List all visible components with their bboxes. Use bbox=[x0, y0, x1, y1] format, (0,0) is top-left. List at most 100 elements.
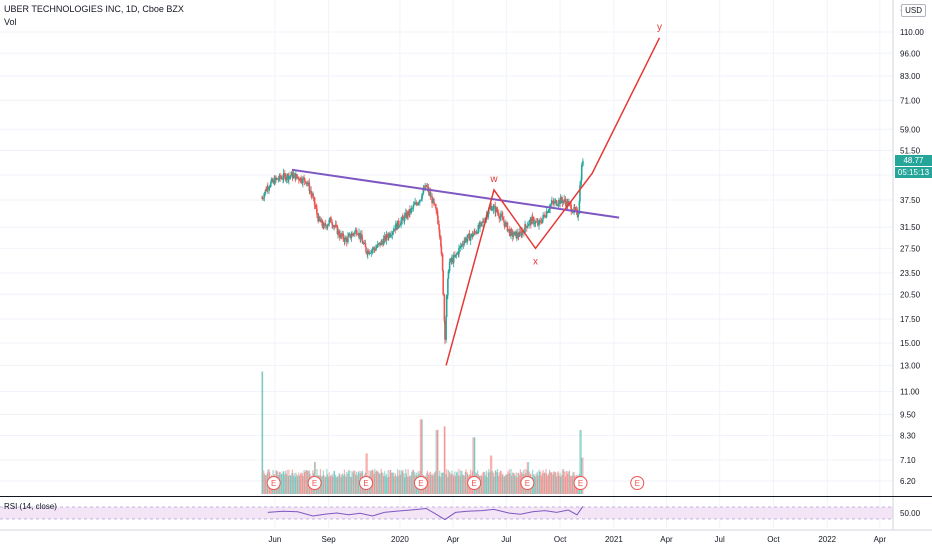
volume-bar bbox=[519, 475, 521, 494]
candle-body bbox=[466, 238, 468, 242]
candle-body bbox=[444, 321, 446, 340]
y-tick-label: 17.50 bbox=[900, 315, 921, 324]
candle-body bbox=[500, 214, 502, 217]
candle-body bbox=[303, 177, 305, 179]
volume-bar bbox=[403, 473, 405, 494]
candle-body bbox=[381, 241, 383, 243]
volume-bar bbox=[484, 475, 486, 494]
candle-body bbox=[323, 223, 325, 228]
candle-body bbox=[541, 218, 544, 223]
candle-body bbox=[514, 231, 516, 233]
candle-body bbox=[572, 211, 574, 213]
x-tick-label: Oct bbox=[767, 535, 780, 544]
volume-bar bbox=[378, 473, 381, 494]
volume-bar bbox=[456, 471, 458, 494]
candle-body bbox=[403, 215, 406, 222]
candle-body bbox=[374, 249, 376, 251]
earnings-marker-label: E bbox=[312, 479, 317, 488]
candle-body bbox=[417, 203, 419, 206]
candle-body bbox=[548, 208, 551, 211]
volume-bar bbox=[353, 470, 355, 494]
volume-bar bbox=[481, 476, 483, 494]
candle-body bbox=[401, 216, 404, 221]
candle-body bbox=[489, 207, 491, 210]
candle-body bbox=[313, 197, 316, 205]
candle-body bbox=[296, 177, 299, 178]
candle-body bbox=[469, 236, 472, 241]
x-tick-label: 2020 bbox=[391, 535, 409, 544]
y-tick-label: 83.00 bbox=[900, 72, 921, 81]
candle-body bbox=[382, 238, 385, 246]
volume-bar bbox=[473, 437, 475, 494]
volume-bar bbox=[564, 476, 566, 494]
candle-body bbox=[434, 204, 437, 208]
volume-bar bbox=[431, 473, 433, 494]
candle-body bbox=[338, 235, 341, 238]
volume-bar bbox=[340, 477, 342, 494]
candle-body bbox=[300, 177, 302, 182]
candle-body bbox=[577, 213, 580, 218]
volume-bar bbox=[510, 468, 512, 494]
volume-bar bbox=[411, 471, 413, 494]
candle-body bbox=[573, 207, 576, 210]
volume-bar bbox=[460, 470, 462, 494]
volume-bar bbox=[305, 470, 308, 494]
volume-bar bbox=[381, 471, 383, 494]
candle-body bbox=[552, 201, 554, 203]
volume-bar bbox=[288, 469, 290, 494]
volume-bar bbox=[452, 474, 454, 494]
candle-body bbox=[307, 182, 309, 184]
volume-bar bbox=[546, 474, 548, 494]
candle-body bbox=[354, 231, 356, 235]
symbol-title[interactable]: UBER TECHNOLOGIES INC, 1D, Cboe BZX bbox=[4, 4, 184, 14]
x-tick-label: Apr bbox=[874, 535, 887, 544]
candle-body bbox=[282, 178, 284, 180]
candle-body bbox=[344, 237, 346, 242]
candle-body bbox=[337, 230, 339, 235]
candle-body bbox=[493, 205, 495, 207]
volume-bar bbox=[519, 469, 521, 494]
volume-bar bbox=[558, 475, 560, 494]
volume-bar bbox=[555, 476, 558, 494]
candle-body bbox=[398, 225, 401, 227]
volume-bar bbox=[332, 476, 334, 494]
volume-bar bbox=[398, 470, 400, 494]
candle-body bbox=[519, 231, 522, 233]
volume-bar bbox=[365, 453, 367, 494]
candle-body bbox=[491, 209, 494, 211]
volume-bar bbox=[405, 469, 407, 494]
candle-body bbox=[516, 232, 518, 238]
volume-bar bbox=[392, 472, 395, 494]
candle-body bbox=[364, 242, 367, 248]
candle-body bbox=[578, 201, 581, 214]
y-tick-label: 96.00 bbox=[900, 49, 921, 58]
candle-body bbox=[545, 211, 548, 217]
candle-body bbox=[284, 174, 287, 181]
x-tick-label: Oct bbox=[554, 535, 567, 544]
volume-bar bbox=[482, 471, 485, 494]
trendline bbox=[292, 168, 620, 219]
volume-bar bbox=[440, 476, 442, 494]
volume-bar bbox=[302, 475, 304, 494]
volume-bar bbox=[491, 471, 493, 494]
candle-body bbox=[501, 214, 504, 217]
currency-button[interactable]: USD bbox=[901, 4, 926, 17]
earnings-marker bbox=[630, 476, 645, 490]
candle-body bbox=[310, 190, 312, 194]
volume-bar bbox=[385, 473, 388, 494]
volume-bar bbox=[261, 371, 264, 494]
rsi-legend[interactable]: RSI (14, close) bbox=[4, 502, 57, 511]
volume-bar bbox=[333, 471, 335, 494]
y-tick-label: 51.50 bbox=[900, 146, 921, 155]
volume-bar bbox=[261, 371, 263, 494]
volume-bar bbox=[347, 469, 350, 494]
volume-bar bbox=[322, 470, 324, 494]
candle-body bbox=[333, 225, 336, 227]
volume-bar bbox=[461, 470, 463, 494]
volume-label[interactable]: Vol bbox=[4, 17, 17, 27]
candle-body bbox=[315, 207, 318, 209]
volume-bar bbox=[496, 469, 499, 494]
candle-body bbox=[370, 250, 373, 254]
candle-body bbox=[559, 197, 562, 204]
